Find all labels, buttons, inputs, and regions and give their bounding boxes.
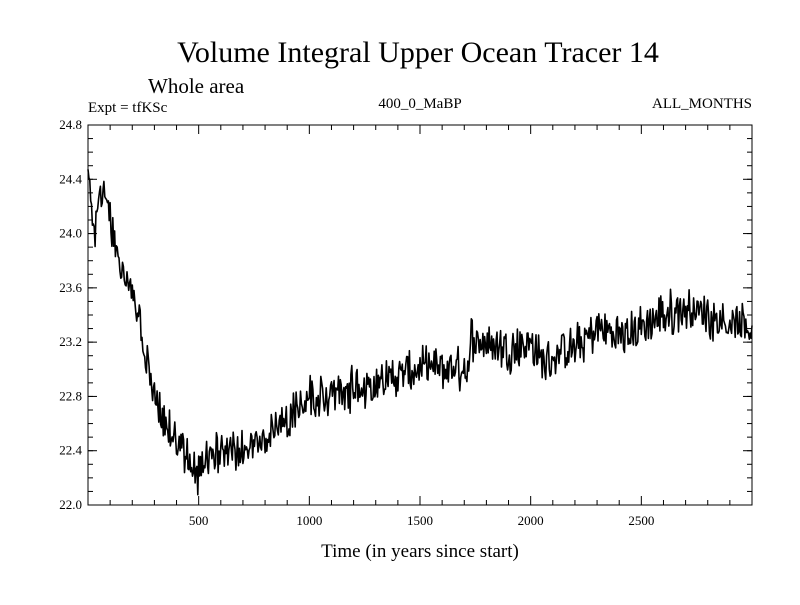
x-tick-label: 2000 [518, 513, 544, 528]
tick-layer: 22.0 22.4 22.8 23.2 23.6 24.0 24.4 24.8 500 1000 1… [59, 117, 752, 528]
y-tick-label: 24.4 [59, 171, 82, 186]
series-layer [87, 169, 753, 496]
x-tick-label: 1500 [407, 513, 433, 528]
x-tick-label: 1000 [296, 513, 322, 528]
run-label: 400_0_MaBP [378, 96, 461, 112]
y-tick-label: 23.6 [59, 280, 82, 295]
expt-label: Expt = tfKSc [88, 100, 168, 116]
x-tick-label: 2500 [628, 513, 654, 528]
y-tick-label: 24.8 [59, 117, 82, 132]
months-label: ALL_MONTHS [652, 96, 752, 112]
chart-title: Volume Integral Upper Ocean Tracer 14 [177, 36, 659, 69]
y-tick-label: 22.8 [59, 388, 82, 403]
y-tick-label: 23.2 [59, 334, 82, 349]
y-tick-label: 24.0 [59, 226, 82, 241]
x-axis-label: Time (in years since start) [321, 541, 519, 562]
y-tick-label: 22.4 [59, 443, 82, 458]
x-tick-label: 500 [189, 513, 209, 528]
series-line [87, 169, 753, 496]
chart-subtitle: Whole area [148, 74, 245, 98]
y-tick-label: 22.0 [59, 497, 82, 512]
